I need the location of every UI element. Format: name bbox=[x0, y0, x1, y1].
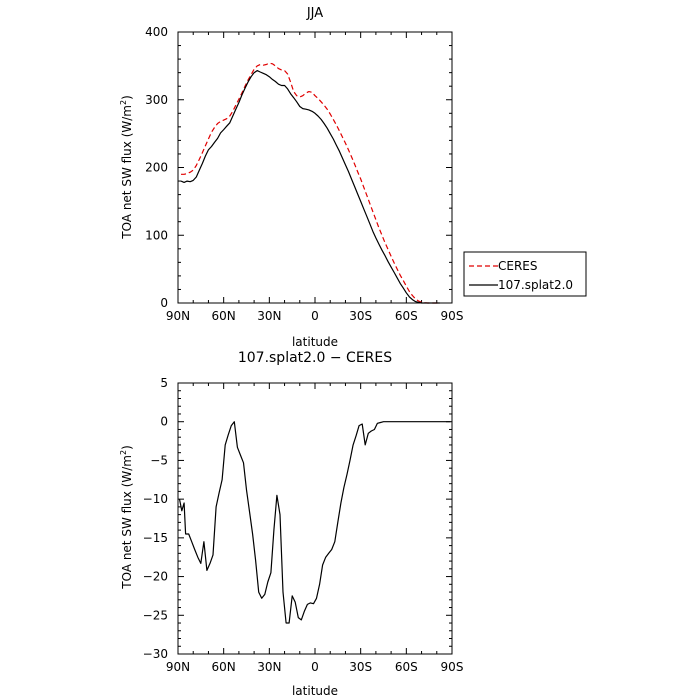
bottom-ylabel-tail: ) bbox=[120, 445, 134, 450]
y-tick-label: 5 bbox=[160, 376, 168, 390]
legend-box bbox=[463, 251, 587, 297]
x-tick-label: 90S bbox=[441, 660, 464, 674]
legend-label-ceres: CERES bbox=[498, 259, 538, 273]
bottom-chart-tick-labels: −30 −25 −20 −15 −10 −5 0 5 90N 60N 30N 0 30S 60S 90S bbox=[143, 376, 464, 674]
x-tick-label: 60S bbox=[395, 309, 418, 323]
legend: CERES 107.splat2.0 bbox=[463, 251, 587, 297]
bottom-chart-x-axis-label: latitude bbox=[292, 684, 338, 698]
x-tick-label: 30S bbox=[349, 309, 372, 323]
series-line-ceres bbox=[181, 62, 440, 304]
top-chart-tick-labels: 0 100 200 300 400 90N 60N 30N 0 30S 60S 90S bbox=[145, 25, 463, 323]
y-tick-label: −20 bbox=[143, 570, 168, 584]
top-chart-series bbox=[180, 62, 440, 304]
y-tick-label: −15 bbox=[143, 531, 168, 545]
bottom-chart-axes bbox=[177, 382, 453, 655]
x-tick-label: 90S bbox=[441, 309, 464, 323]
y-tick-label: −10 bbox=[143, 492, 168, 506]
y-tick-label: 100 bbox=[145, 228, 168, 242]
bottom-chart-panel: 107.splat2.0 − CERES −30 −25 −20 −15 −10 −5 0 5… bbox=[119, 350, 463, 698]
y-tick-label: −5 bbox=[150, 453, 168, 467]
bottom-ylabel-main: TOA net SW flux (W/m bbox=[120, 455, 134, 590]
top-ylabel-tail: ) bbox=[120, 95, 134, 100]
top-chart-x-axis-label: latitude bbox=[292, 335, 338, 349]
bottom-chart-series bbox=[178, 421, 451, 624]
x-tick-label: 30N bbox=[257, 660, 281, 674]
top-chart-y-axis-label: TOA net SW flux (W/m2) bbox=[119, 95, 134, 240]
x-tick-label: 60N bbox=[212, 309, 236, 323]
y-tick-label: 300 bbox=[145, 93, 168, 107]
y-tick-label: 0 bbox=[160, 296, 168, 310]
x-tick-label: 90N bbox=[166, 660, 190, 674]
series-line-107-splat2-0 bbox=[180, 69, 440, 304]
top-ylabel-main: TOA net SW flux (W/m bbox=[120, 105, 134, 240]
x-tick-label: 0 bbox=[311, 660, 319, 674]
x-tick-label: 90N bbox=[166, 309, 190, 323]
top-ylabel-sup: 2 bbox=[119, 100, 128, 105]
y-tick-label: 200 bbox=[145, 161, 168, 175]
x-tick-label: 30S bbox=[349, 660, 372, 674]
bottom-ylabel-sup: 2 bbox=[119, 450, 128, 455]
bottom-chart-y-axis-label: TOA net SW flux (W/m2) bbox=[119, 445, 134, 590]
x-tick-label: 30N bbox=[257, 309, 281, 323]
top-chart-panel: JJA 0 100 200 300 400 90N 60N 30N 0 30S 60S 90S lat… bbox=[119, 6, 587, 349]
series-line-difference bbox=[178, 421, 451, 624]
bottom-chart-title: 107.splat2.0 − CERES bbox=[238, 350, 392, 366]
x-tick-label: 0 bbox=[311, 309, 319, 323]
top-chart-axes bbox=[177, 31, 453, 304]
y-tick-label: 400 bbox=[145, 25, 168, 39]
y-tick-label: 0 bbox=[160, 415, 168, 429]
x-tick-label: 60N bbox=[212, 660, 236, 674]
legend-label-model: 107.splat2.0 bbox=[498, 278, 573, 292]
y-tick-label: −25 bbox=[143, 608, 168, 622]
x-tick-label: 60S bbox=[395, 660, 418, 674]
top-chart-title: JJA bbox=[306, 6, 323, 21]
y-tick-label: −30 bbox=[143, 647, 168, 661]
